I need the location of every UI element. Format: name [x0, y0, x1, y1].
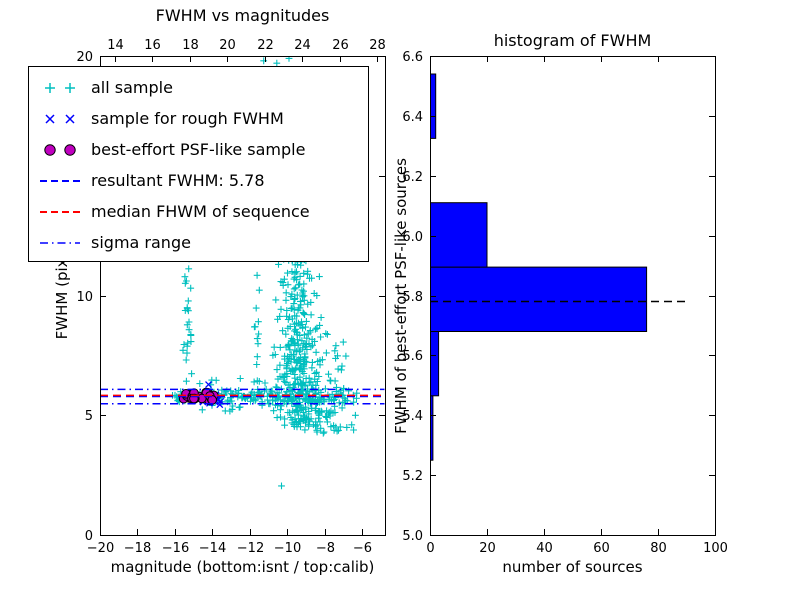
left-plot-title: FWHM vs magnitudes: [155, 6, 330, 25]
svg-text:100: 100: [703, 541, 728, 556]
blue-dashed-line-icon: [35, 170, 85, 192]
legend-item-label: median FHWM of sequence: [91, 202, 310, 221]
legend-item: all sample: [35, 72, 360, 103]
svg-text:60: 60: [593, 541, 610, 556]
svg-text:80: 80: [650, 541, 667, 556]
legend-item-label: best-effort PSF-like sample: [91, 140, 306, 159]
svg-text:6.2: 6.2: [402, 170, 423, 185]
svg-text:18: 18: [182, 38, 199, 53]
svg-text:22: 22: [257, 38, 274, 53]
svg-text:10: 10: [76, 290, 93, 305]
svg-text:−14: −14: [199, 541, 226, 556]
svg-text:5.0: 5.0: [402, 529, 423, 544]
blue-dashdot-line-icon: [35, 232, 85, 254]
legend-item-label: resultant FWHM: 5.78: [91, 171, 265, 190]
axes-frame-and-ticks: −20 −18 −16 −14 −12 −10 −8 −614 16 18 20 22 24 26 2805…: [76, 38, 727, 556]
legend-item-label: sample for rough FWHM: [91, 109, 284, 128]
legend-item: median FHWM of sequence: [35, 196, 360, 227]
svg-text:5.8: 5.8: [402, 290, 423, 305]
svg-text:20: 20: [219, 38, 236, 53]
svg-text:6.0: 6.0: [402, 230, 423, 245]
svg-text:−16: −16: [162, 541, 189, 556]
svg-text:20: 20: [76, 50, 93, 65]
right-plot-ylabel: FWHM of best-effort PSF-like sources: [392, 158, 410, 434]
svg-text:−20: −20: [87, 541, 114, 556]
svg-text:6.6: 6.6: [402, 50, 423, 65]
red-dashed-line-icon: [35, 201, 85, 223]
left-plot-xlabel: magnitude (bottom:isnt / top:calib): [110, 558, 375, 576]
svg-text:6.4: 6.4: [402, 110, 423, 125]
svg-text:40: 40: [536, 541, 553, 556]
svg-text:−12: −12: [237, 541, 264, 556]
svg-text:0: 0: [426, 541, 434, 556]
svg-text:5.4: 5.4: [402, 409, 423, 424]
plus-marker-icon: [35, 77, 85, 99]
circle-marker-icon: [35, 139, 85, 161]
legend-item: sigma range: [35, 227, 360, 258]
legend-item-label: all sample: [91, 78, 173, 97]
svg-text:5: 5: [85, 409, 93, 424]
legend-item: best-effort PSF-like sample: [35, 134, 360, 165]
svg-text:24: 24: [294, 38, 311, 53]
svg-text:−8: −8: [316, 541, 335, 556]
x-marker-icon: [35, 108, 85, 130]
svg-text:−6: −6: [353, 541, 372, 556]
legend-item: sample for rough FWHM: [35, 103, 360, 134]
svg-text:14: 14: [107, 38, 124, 53]
svg-text:28: 28: [369, 38, 386, 53]
svg-text:16: 16: [144, 38, 161, 53]
right-plot-title: histogram of FWHM: [493, 31, 652, 50]
svg-text:20: 20: [479, 541, 496, 556]
svg-text:−10: −10: [274, 541, 301, 556]
legend: all sample sample for rough FWHM best-ef…: [28, 66, 369, 262]
legend-item-label: sigma range: [91, 233, 191, 252]
svg-text:5.2: 5.2: [402, 469, 423, 484]
left-plot-ylabel: FWHM (pix): [53, 252, 71, 340]
svg-text:5.6: 5.6: [402, 349, 423, 364]
svg-text:26: 26: [332, 38, 349, 53]
right-plot-xlabel: number of sources: [502, 558, 643, 576]
svg-text:0: 0: [85, 529, 93, 544]
histogram-bars: [430, 73, 690, 461]
legend-item: resultant FWHM: 5.78: [35, 165, 360, 196]
svg-text:−18: −18: [124, 541, 151, 556]
